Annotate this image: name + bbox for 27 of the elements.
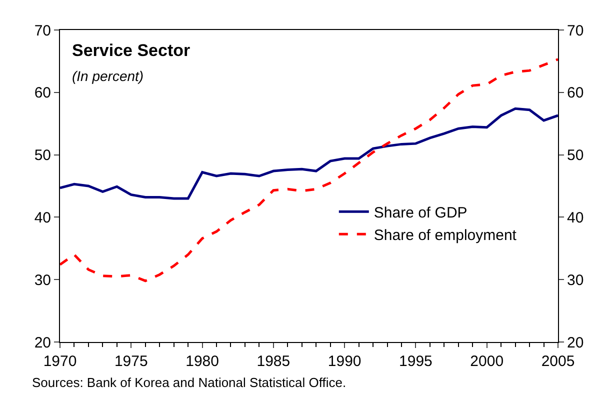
- x-tick-label: 1985: [256, 353, 290, 370]
- x-tick-label: 1980: [186, 353, 219, 370]
- x-tick-label: 1970: [43, 353, 77, 370]
- legend-label: Share of employment: [374, 226, 518, 244]
- y2-tick-label: 60: [567, 84, 584, 102]
- y2-tick-label: 70: [567, 22, 584, 40]
- y2-tick-label: 40: [567, 209, 584, 226]
- y-tick-label: 30: [34, 272, 51, 289]
- y-tick-label: 60: [34, 84, 51, 102]
- line-series: [60, 107, 558, 200]
- text: (In percent): [72, 68, 144, 84]
- y-tick-label: 20: [34, 334, 51, 352]
- y-tick-label: 40: [34, 209, 51, 226]
- y-tick-label: 50: [34, 147, 51, 164]
- x-tick-label: 1990: [328, 353, 362, 370]
- line-series: [60, 58, 558, 282]
- text: Service Sector: [72, 41, 191, 60]
- y2-tick-label: 30: [567, 272, 584, 289]
- y2-tick-label: 50: [567, 147, 584, 164]
- y-tick-label: 70: [34, 22, 51, 40]
- x-tick-label: 1995: [399, 353, 432, 370]
- x-tick-label: 1975: [114, 353, 148, 370]
- legend-label: Share of GDP: [374, 204, 468, 222]
- x-tick-label: 2000: [470, 353, 504, 370]
- x-tick-label: 2005: [541, 353, 575, 370]
- source-note: Sources: Bank of Korea and National Statistical Office.: [32, 375, 346, 390]
- y2-tick-label: 20: [567, 334, 584, 352]
